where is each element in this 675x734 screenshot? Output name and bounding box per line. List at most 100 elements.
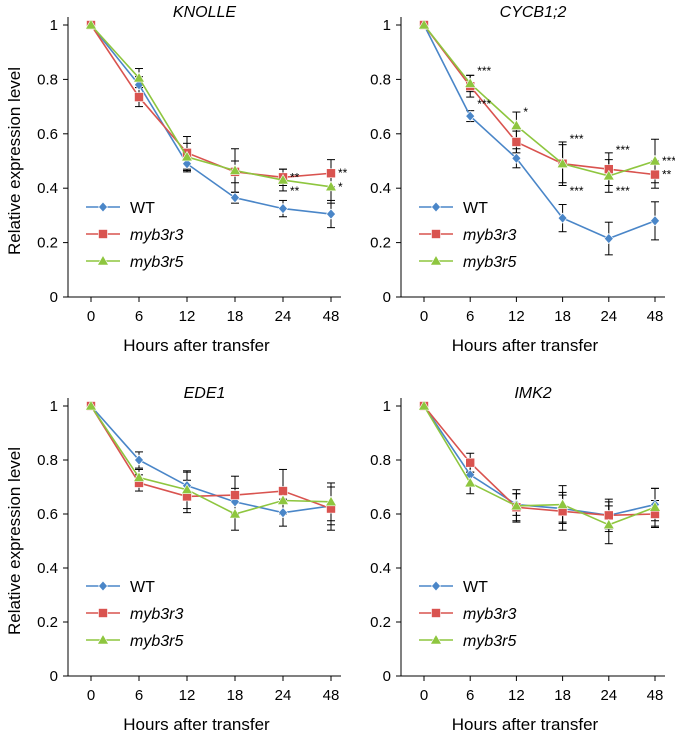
data-point-myb3r3 [326,168,336,179]
chart-title: EDE1 [184,385,226,402]
series-line-myb3r3 [423,405,656,517]
data-point-myb3r5 [464,476,477,488]
y-tick-label: 1 [50,17,58,34]
series-line-WT [423,405,656,517]
x-axis-label: Hours after transfer [123,715,270,734]
data-point-myb3r3 [603,510,614,521]
data-point-myb3r5 [648,154,662,166]
data-point-myb3r5 [556,157,569,169]
y-tick-label: 0.6 [370,506,391,523]
panel-imk2: 0 0.2 0.4 0.6 0.8 1 0 6 12 18 24 48 IMK2 Hours after … [370,385,665,734]
x-tick-label: 12 [179,687,196,704]
data-point-myb3r5 [228,507,242,519]
series-line-WT [423,24,656,240]
legend-label: WT [130,200,155,217]
data-point-WT [326,208,336,220]
legend-marker [431,201,441,213]
data-point-myb3r5 [228,164,242,175]
x-tick-label: 18 [554,308,571,325]
data-point-myb3r5 [84,18,98,30]
y-tick-label: 0.6 [37,126,58,143]
y-tick-label: 1 [50,398,58,415]
data-point-myb3r5 [602,518,615,530]
significance-label: ** [290,184,300,198]
data-point-myb3r5 [417,399,431,411]
series-line-myb3r5 [423,405,656,526]
y-tick-label: 0.6 [370,126,391,143]
series-line-WT [90,24,332,215]
significance-label: *** [616,184,630,198]
chart-title: KNOLLE [173,4,236,21]
x-tick-label: 0 [87,308,95,325]
legend-label: WT [130,579,155,596]
legend-marker [431,608,441,618]
y-tick-label: 0.2 [37,614,58,631]
y-tick-label: 0.8 [370,71,391,88]
panel-knolle: 0 0.2 0.4 0.6 0.8 1 0 6 12 18 24 48 KNOLLE Hours afte… [5,4,348,355]
y-tick-label: 0 [50,289,58,306]
significance-label: *** [570,184,584,198]
data-point-myb3r5 [180,483,194,495]
x-tick-label: 18 [227,687,244,704]
y-tick-label: 0.8 [37,452,58,469]
x-tick-label: 48 [323,308,340,325]
x-tick-label: 6 [135,308,143,325]
x-tick-label: 0 [87,687,95,704]
legend-label: myb3r5 [463,254,516,271]
significance-label: ** [338,166,348,180]
data-point-myb3r5 [324,180,338,192]
series-line-WT [90,405,332,514]
legend-marker [98,201,108,213]
x-tick-label: 6 [135,687,143,704]
y-tick-label: 0.8 [370,452,391,469]
significance-label: * [338,180,343,194]
legend-label: myb3r5 [463,633,516,650]
data-point-myb3r3 [650,169,660,180]
data-point-WT [465,110,476,122]
x-tick-label: 18 [227,308,244,325]
data-point-WT [650,215,660,227]
data-point-myb3r5 [556,498,569,509]
y-tick-label: 0.4 [370,180,391,197]
y-tick-label: 0 [383,668,391,685]
x-tick-label: 6 [466,308,474,325]
y-tick-label: 0.4 [37,560,58,577]
data-point-WT [134,454,144,466]
x-tick-label: 12 [508,308,525,325]
x-tick-label: 48 [323,687,340,704]
data-point-myb3r5 [324,495,338,507]
series-line-myb3r3 [423,24,656,176]
legend-marker [96,254,110,266]
x-tick-label: 0 [420,687,428,704]
legend-marker [98,608,108,618]
y-tick-label: 0.2 [370,235,391,252]
chart-title: IMK2 [514,385,551,402]
x-tick-label: 24 [600,687,617,704]
legend-marker [431,229,441,239]
data-point-WT [278,507,288,519]
data-point-myb3r3 [465,457,476,468]
data-point-WT [603,233,614,244]
x-tick-label: 6 [466,687,474,704]
x-axis-label: Hours after transfer [452,336,599,355]
series-line-myb3r5 [90,405,332,515]
y-tick-label: 0.6 [37,506,58,523]
legend-label: WT [463,579,488,596]
y-tick-label: 0.8 [37,71,58,88]
significance-label: *** [616,143,630,157]
data-point-myb3r5 [510,119,523,130]
data-point-myb3r5 [84,399,98,411]
y-tick-label: 0.4 [37,180,58,197]
data-point-myb3r5 [464,77,477,88]
data-point-myb3r5 [510,499,523,511]
data-point-myb3r3 [134,92,144,102]
x-tick-label: 48 [647,687,664,704]
y-tick-label: 0 [383,289,391,306]
x-tick-label: 12 [508,687,525,704]
significance-label: ** [290,170,300,184]
chart-title: CYCB1;2 [500,4,567,21]
y-tick-label: 0.2 [370,614,391,631]
significance-label: * [523,105,528,119]
panel-ede1: 0 0.2 0.4 0.6 0.8 1 0 6 12 18 24 48 EDE1 Hours after … [5,385,341,734]
